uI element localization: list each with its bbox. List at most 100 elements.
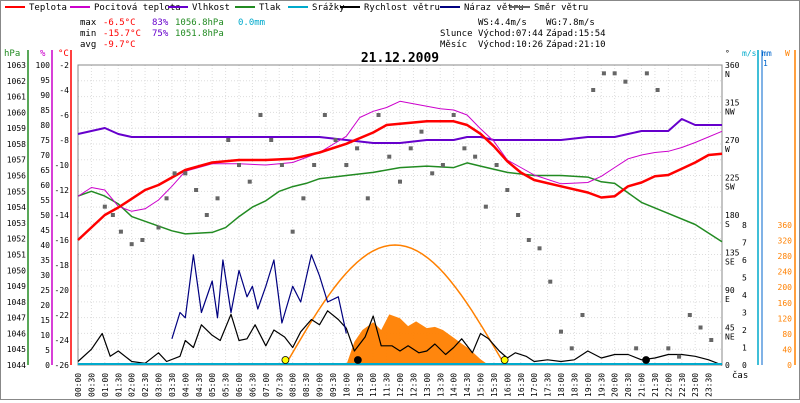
wind-direction-point [698,325,703,330]
wind-direction-point [129,242,134,247]
chart-date: 21.12.2009 [361,51,439,66]
x-tick: 16:30 [517,373,526,397]
wind-direction-point [408,146,413,151]
x-axis-unit: čas [732,370,748,381]
wind-direction-point [237,163,241,167]
x-tick: 19:30 [597,373,606,397]
direction-label: SE [725,258,735,267]
x-tick: 18:00 [557,373,566,397]
wind-direction-point [666,346,671,351]
moon-rise: Východ:10:26 [478,40,543,50]
x-tick: 05:30 [222,373,231,397]
wind-direction-point [258,113,263,117]
x-tick: 12:00 [396,373,405,397]
wind-direction-point [312,163,317,167]
x-tick: 04:00 [181,373,190,397]
pressure-tick: 1047 [7,314,26,323]
stat-min-hum: 75% [152,29,169,39]
x-tick: 22:30 [678,373,687,397]
wind-tick: 8 [742,221,747,230]
wind-direction-point [204,213,209,217]
direction-tick: 225 [725,174,740,183]
x-tick: 17:30 [544,373,553,397]
wind-direction-point [333,138,338,142]
pressure-tick: 1044 [7,361,26,370]
wind-direction-point [505,188,510,192]
humidity-tick: 50 [40,211,50,220]
series-feels-temperature [77,100,723,212]
wind-direction-point [655,88,660,92]
wind-direction-point [612,71,617,76]
stat-min-label: min [80,29,96,39]
stat-max-hum: 83% [152,18,169,28]
series-wind-speed [77,310,723,366]
wind-direction-point [376,113,381,117]
humidity-tick: 40 [40,241,50,250]
wind-direction-point [644,71,649,76]
pressure-tick: 1060 [7,108,26,117]
x-tick: 04:30 [195,373,204,397]
wind-direction-point [569,346,574,351]
x-tick: 21:30 [651,373,660,397]
legend-label-6: Náraz větru [464,3,524,13]
x-tick: 08:00 [289,373,298,397]
wind-direction-point [387,154,392,159]
direction-axis-unit: ° [725,49,730,58]
wind-direction-point [419,129,424,134]
humidity-tick: 95 [40,76,50,85]
moon-label: Měsíc [440,40,467,50]
wind-direction-point [526,238,531,242]
temperature-tick: -10 [55,161,70,170]
wind-direction-point [279,163,284,167]
wind-direction-point [451,113,456,117]
temperature-tick: -18 [55,261,70,270]
wind-direction-point [494,163,499,167]
direction-tick: 360 [725,61,740,70]
humidity-tick: 35 [40,256,50,265]
humidity-tick: 55 [40,196,50,205]
temperature-tick: -4 [59,86,69,95]
wind-direction-point [623,79,628,84]
legend: Teplota Pocitová teplota Vlhkost Tlak Srážky… [5,3,588,13]
humidity-tick: 45 [40,226,50,235]
axes: hPa% °C1063106210611060105910581057105610… [4,49,796,397]
wind-direction-point [677,354,682,359]
x-tick: 03:00 [155,373,164,397]
humidity-tick: 70 [40,151,50,160]
temperature-tick: -26 [55,361,70,370]
legend-label-2: Vlhkost [192,3,230,13]
wind-direction-point [634,346,639,351]
sun-path [284,244,506,366]
sun-set: Západ:15:54 [546,29,606,39]
moon-set: Západ:21:10 [546,40,606,50]
wind-direction-point [269,138,274,142]
x-tick: 21:00 [638,373,647,397]
wind-direction-point [215,196,220,201]
pressure-tick: 1061 [7,93,26,102]
direction-tick: 135 [725,249,740,258]
direction-label: NE [725,333,735,342]
stat-max-pres: 1056.8hPa [175,18,224,28]
wind-direction-point [156,225,161,230]
x-tick: 03:30 [168,373,177,397]
wind-tick: 0 [742,361,747,370]
wind-direction-point [194,188,199,192]
pressure-tick: 1048 [7,298,26,307]
x-tick: 05:00 [208,373,217,397]
direction-label: N [725,70,730,79]
direction-label: SW [725,183,735,192]
pressure-tick: 1054 [7,203,26,212]
wind-direction-point [601,71,606,76]
sun-label: Slunce [440,29,473,39]
humidity-tick: 5 [45,346,50,355]
temperature-tick: -12 [55,186,70,195]
pressure-tick: 1052 [7,235,26,244]
humidity-tick: 15 [40,316,50,325]
temperature-tick: -16 [55,236,70,245]
x-tick: 15:30 [490,373,499,397]
temperature-tick: -20 [55,286,70,295]
x-tick: 06:30 [248,373,257,397]
x-tick: 10:30 [356,373,365,397]
x-tick: 02:30 [141,373,150,397]
